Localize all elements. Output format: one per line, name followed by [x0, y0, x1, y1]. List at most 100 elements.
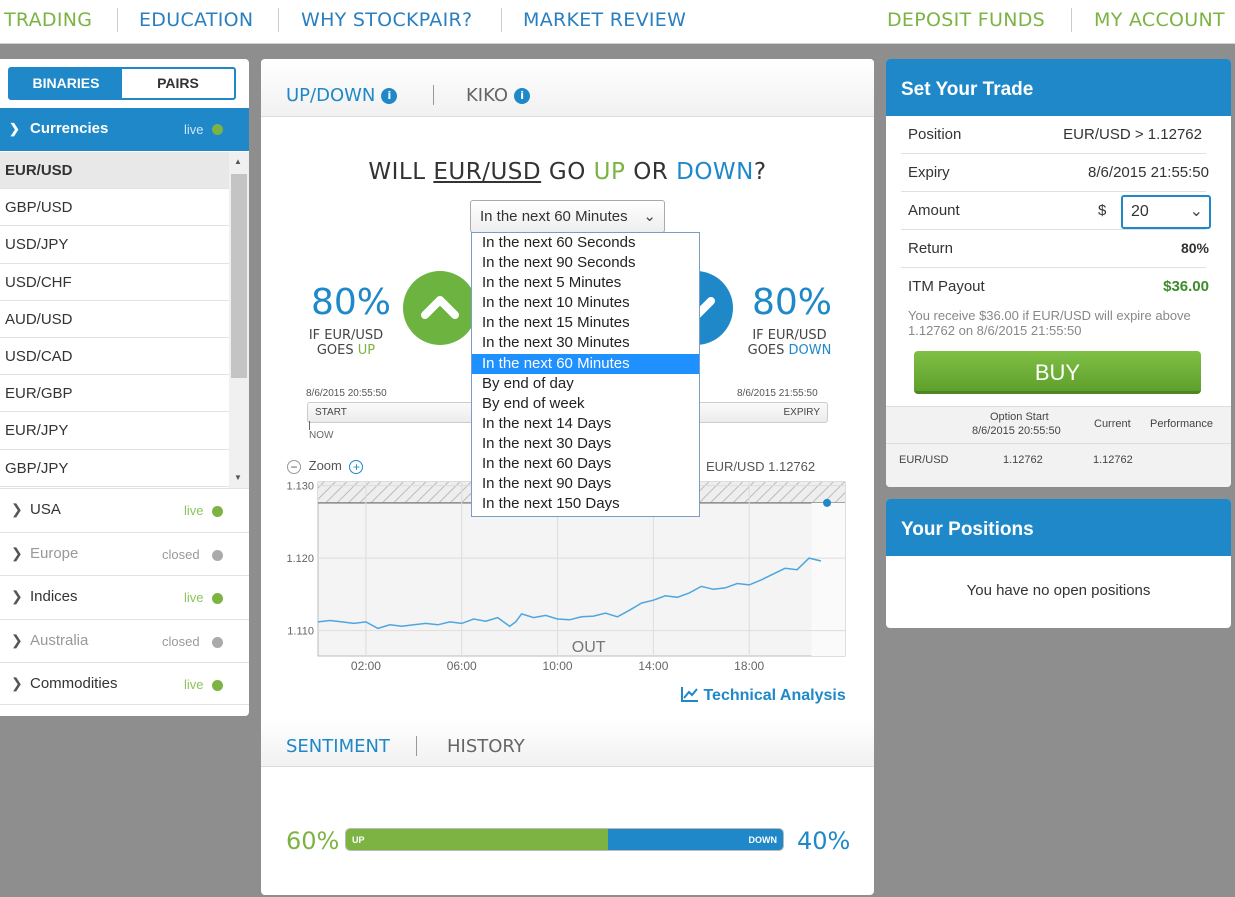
- buy-button[interactable]: BUY: [914, 351, 1201, 394]
- market-label: Commodities: [30, 675, 118, 692]
- chevron-right-icon: ❯: [11, 675, 23, 691]
- payout-row: ITM Payout $36.00: [901, 268, 1209, 306]
- row-label: Return: [908, 240, 954, 257]
- chevron-right-icon: ❯: [11, 588, 23, 604]
- closed-dot-icon: [212, 550, 223, 561]
- amount-select[interactable]: 20 ⌄: [1121, 195, 1211, 229]
- dropdown-option[interactable]: In the next 14 Days: [482, 414, 612, 432]
- current-price-dot: [823, 498, 832, 507]
- tab-label: KIKO: [466, 85, 509, 106]
- nav-my-account[interactable]: MY ACCOUNT: [1094, 9, 1225, 31]
- chevron-right-icon: ❯: [11, 632, 23, 648]
- nav-market-review[interactable]: MARKET REVIEW: [523, 9, 687, 31]
- position-row: Position EUR/USD > 1.12762: [901, 116, 1206, 154]
- question-down: DOWN: [676, 159, 754, 185]
- tab-separator: [433, 85, 434, 105]
- down-payout-caption: IF EUR/USD GOES DOWN: [737, 328, 842, 358]
- dropdown-option[interactable]: In the next 60 Seconds: [482, 234, 636, 251]
- tab-kiko[interactable]: KIKO i: [466, 85, 531, 106]
- nav-why-stockpair[interactable]: WHY STOCKPAIR?: [301, 9, 473, 31]
- scroll-thumb[interactable]: [231, 174, 247, 378]
- tab-history[interactable]: HISTORY: [447, 736, 525, 757]
- caption-line: IF EUR/USD: [308, 328, 384, 343]
- up-button[interactable]: [403, 271, 477, 345]
- dropdown-option[interactable]: In the next 30 Minutes: [482, 334, 630, 352]
- y-tick-label: 1.120: [286, 553, 314, 565]
- dropdown-option[interactable]: By end of week: [482, 394, 585, 412]
- expiry-select[interactable]: In the next 60 Minutes ⌄: [470, 200, 665, 233]
- dropdown-option[interactable]: In the next 90 Days: [482, 475, 612, 493]
- chevron-down-icon: ❯: [9, 121, 20, 136]
- pair-item[interactable]: USD/CAD: [0, 338, 229, 376]
- tab-sentiment[interactable]: SENTIMENT: [286, 736, 390, 757]
- tab-updown[interactable]: UP/DOWN i: [286, 85, 398, 106]
- scroll-down-icon[interactable]: ▼: [234, 473, 242, 482]
- nav-deposit-funds[interactable]: DEPOSIT FUNDS: [887, 9, 1045, 31]
- dropdown-option[interactable]: In the next 10 Minutes: [482, 294, 630, 312]
- pair-item[interactable]: EUR/GBP: [0, 375, 229, 413]
- mode-toggle: BINARIES PAIRS: [8, 67, 236, 100]
- nav-trading[interactable]: TRADING: [4, 9, 93, 31]
- trade-center: UP/DOWN i KIKO i WILL EUR/USD GO UP OR DOW…: [261, 59, 874, 895]
- table-cell: 1.12762: [1003, 454, 1043, 466]
- category-currencies[interactable]: ❯ Currencies live: [0, 108, 249, 151]
- zoom-out-icon[interactable]: −: [287, 460, 301, 474]
- scroll-up-icon[interactable]: ▲: [234, 157, 242, 166]
- zoom-in-icon[interactable]: +: [349, 460, 364, 474]
- market-australia[interactable]: ❯ Australia closed: [0, 619, 249, 662]
- table-cell: EUR/USD: [899, 454, 949, 466]
- binaries-tab[interactable]: BINARIES: [10, 69, 122, 98]
- status-label: live: [184, 122, 204, 137]
- price-line: [317, 557, 822, 630]
- dropdown-option-selected[interactable]: In the next 60 Minutes: [472, 353, 699, 374]
- set-trade-panel: Set Your Trade Position EUR/USD > 1.1276…: [886, 59, 1231, 487]
- pair-item[interactable]: GBP/JPY: [0, 450, 229, 487]
- pair-item[interactable]: EUR/JPY: [0, 412, 229, 450]
- out-label: OUT: [572, 639, 606, 656]
- dropdown-option[interactable]: In the next 60 Days: [482, 455, 612, 473]
- expiry-dropdown-list: In the next 60 Seconds In the next 90 Se…: [471, 232, 700, 517]
- row-label: Position: [908, 126, 962, 143]
- closed-dot-icon: [212, 637, 223, 648]
- pair-item[interactable]: USD/CHF: [0, 264, 229, 301]
- pair-item[interactable]: AUD/USD: [0, 301, 229, 338]
- panel-title: Set Your Trade: [886, 59, 1231, 116]
- pair-item[interactable]: USD/JPY: [0, 226, 229, 264]
- x-tick-label: 02:00: [351, 659, 381, 673]
- status-label: live: [184, 590, 204, 605]
- currency-symbol: $: [1098, 202, 1107, 219]
- info-tabs: SENTIMENT HISTORY: [261, 719, 874, 767]
- sentiment-up-label: UP: [352, 835, 365, 845]
- dropdown-option[interactable]: In the next 90 Seconds: [482, 254, 636, 272]
- pair-list-scrollbar[interactable]: ▲ ▼: [229, 152, 249, 488]
- nav-separator: [501, 8, 502, 32]
- row-label: ITM Payout: [908, 278, 985, 295]
- pair-item[interactable]: GBP/USD: [0, 189, 229, 227]
- caption-text: GOES: [316, 343, 358, 358]
- market-europe[interactable]: ❯ Europe closed: [0, 532, 249, 575]
- nav-education[interactable]: EDUCATION: [139, 9, 254, 31]
- down-payout-pct: 80%: [752, 282, 833, 323]
- info-icon[interactable]: i: [514, 88, 531, 104]
- caption-down: DOWN: [788, 343, 832, 358]
- info-icon[interactable]: i: [381, 88, 398, 104]
- pairs-tab[interactable]: PAIRS: [157, 75, 199, 91]
- technical-analysis-link[interactable]: Technical Analysis: [681, 686, 846, 705]
- chart-line-icon: [681, 687, 698, 702]
- timeline-start: START: [315, 407, 347, 418]
- market-usa[interactable]: ❯ USA live: [0, 488, 249, 531]
- expiry-zone: [811, 502, 845, 656]
- dropdown-option[interactable]: In the next 15 Minutes: [482, 314, 630, 332]
- row-value: 8/6/2015 21:55:50: [1088, 164, 1209, 181]
- market-indices[interactable]: ❯ Indices live: [0, 575, 249, 618]
- top-nav: TRADING EDUCATION WHY STOCKPAIR? MARKET …: [0, 0, 1235, 44]
- dropdown-option[interactable]: In the next 150 Days: [482, 495, 620, 513]
- row-value: EUR/USD > 1.12762: [1063, 126, 1202, 143]
- dropdown-option[interactable]: By end of day: [482, 374, 574, 392]
- x-tick-label: 18:00: [734, 659, 764, 673]
- dropdown-option[interactable]: In the next 5 Minutes: [482, 274, 622, 292]
- market-commodities[interactable]: ❯ Commodities live: [0, 662, 249, 705]
- pair-item[interactable]: EUR/USD: [0, 152, 229, 190]
- status-label: live: [184, 503, 204, 518]
- dropdown-option[interactable]: In the next 30 Days: [482, 434, 612, 452]
